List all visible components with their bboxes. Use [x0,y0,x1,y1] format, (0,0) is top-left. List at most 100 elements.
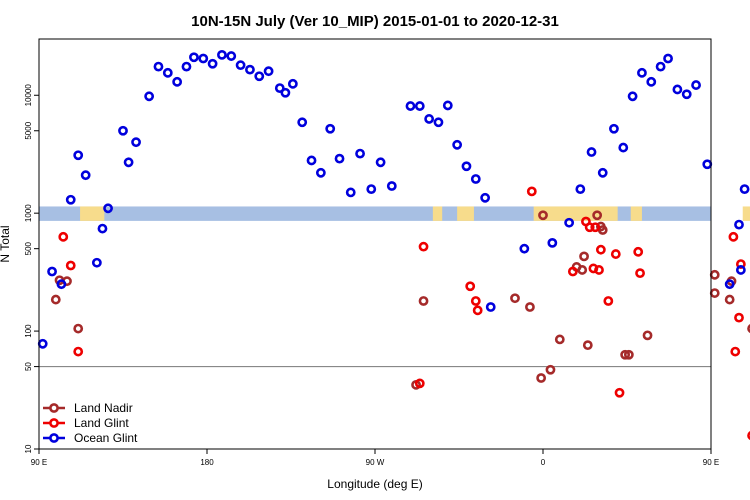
land-glint-point [595,244,606,255]
ocean-glint-point [172,76,183,87]
land-glint-point [610,249,621,259]
ocean-glint-point [386,181,397,191]
ocean-glint-point [672,84,683,95]
land-nadir-point [545,364,556,375]
ocean-glint-point [56,279,67,290]
land-nadir-point [592,210,603,221]
ocean-glint-point [118,125,128,136]
land-glint-point [635,268,645,279]
ocean-glint-point [433,117,444,128]
land-segment [80,206,105,221]
land-glint-point [470,296,481,306]
x-axis-title: Longitude (deg E) [327,477,422,491]
land-glint-point [414,378,425,389]
ocean-glint-point [198,53,209,64]
ocean-glint-point [123,157,134,168]
land-nadir-point [582,340,593,351]
ocean-glint-point [325,123,336,134]
land-glint-point [465,281,476,292]
ocean-glint-point [153,61,164,72]
ocean-glint-point [691,80,701,90]
ocean-glint-point [47,266,57,277]
ocean-glint-point [254,71,265,82]
legend-marker-land-nadir [49,403,59,413]
legend-label-ocean-glint: Ocean Glint [74,431,138,445]
ocean-glint-point [655,61,666,72]
ocean-glint-point [162,67,173,78]
x-tick-label: 90 E [31,458,47,467]
ocean-glint-point [217,49,227,60]
ocean-glint-point [91,257,102,268]
land-nadir-point [595,221,606,232]
ocean-glint-point [586,147,597,157]
land-glint-point [472,305,483,316]
land-glint-point [603,296,614,306]
y-tick-label: 1000 [24,204,33,222]
land-nadir-point [724,294,735,305]
land-glint-point [734,312,744,323]
land-glint-point [584,222,595,233]
ocean-glint-point [375,157,386,168]
ocean-glint-point [681,89,692,100]
land-segment [432,206,443,221]
land-glint-point [735,259,746,269]
ocean-glint-point [345,187,356,198]
land-nadir-point [50,294,61,305]
ocean-glint-point [226,51,237,61]
y-axis-title: N Total [0,225,12,262]
land-glint-point [728,231,739,242]
x-tick-label: 90 W [366,458,385,467]
land-nadir-point [418,296,429,306]
ocean-glint-point [480,192,491,203]
ocean-glint-point [37,338,48,349]
land-nadir-point [538,210,548,221]
ocean-glint-point [724,279,735,290]
ocean-glint-point [181,61,192,72]
ocean-glint-point [73,150,84,161]
ocean-glint-point [414,101,425,111]
ocean-glint-point [315,167,326,178]
ocean-glint-point [609,123,619,134]
ocean-glint-point [207,58,218,69]
ocean-glint-point [485,302,496,312]
land-nadir-point [620,349,631,360]
land-nadir-point [642,330,653,341]
x-tick-label: 0 [541,458,546,467]
ocean-glint-point [663,53,673,64]
ocean-glint-point [564,217,575,228]
y-tick-label: 100 [24,324,33,338]
ocean-glint-point [144,91,155,102]
land-segment [630,206,642,221]
ocean-glint-point [405,101,416,111]
y-tick-label: 10 [24,444,33,453]
land-nadir-point [747,324,750,334]
legend-label-land-glint: Land Glint [74,416,129,430]
land-glint-point [418,241,429,252]
ocean-glint-point [424,114,435,124]
ocean-glint-point [297,117,308,128]
land-segment [457,206,474,221]
land-nadir-point [709,288,720,298]
plot-frame [38,38,712,450]
ocean-glint-point [637,67,647,78]
ocean-glint-point [618,142,629,153]
ocean-glint-point [306,155,317,166]
ocean-glint-point [80,170,91,181]
y-tick-label: 500 [24,241,33,255]
ocean-glint-point [461,161,472,172]
ocean-glint-point [97,223,108,234]
land-glint-point [730,346,741,357]
land-glint-point [594,265,604,275]
land-nadir-point [623,349,634,360]
land-nadir-point [510,293,520,304]
land-glint-point [633,246,644,257]
land-glint-point [73,346,84,357]
land-glint-point [590,222,601,233]
ocean-glint-point [274,83,285,94]
ocean-glint-point [131,137,141,148]
x-tick-label: 90 E [703,458,719,467]
ocean-glint-point [103,203,113,214]
land-segment [533,206,618,221]
